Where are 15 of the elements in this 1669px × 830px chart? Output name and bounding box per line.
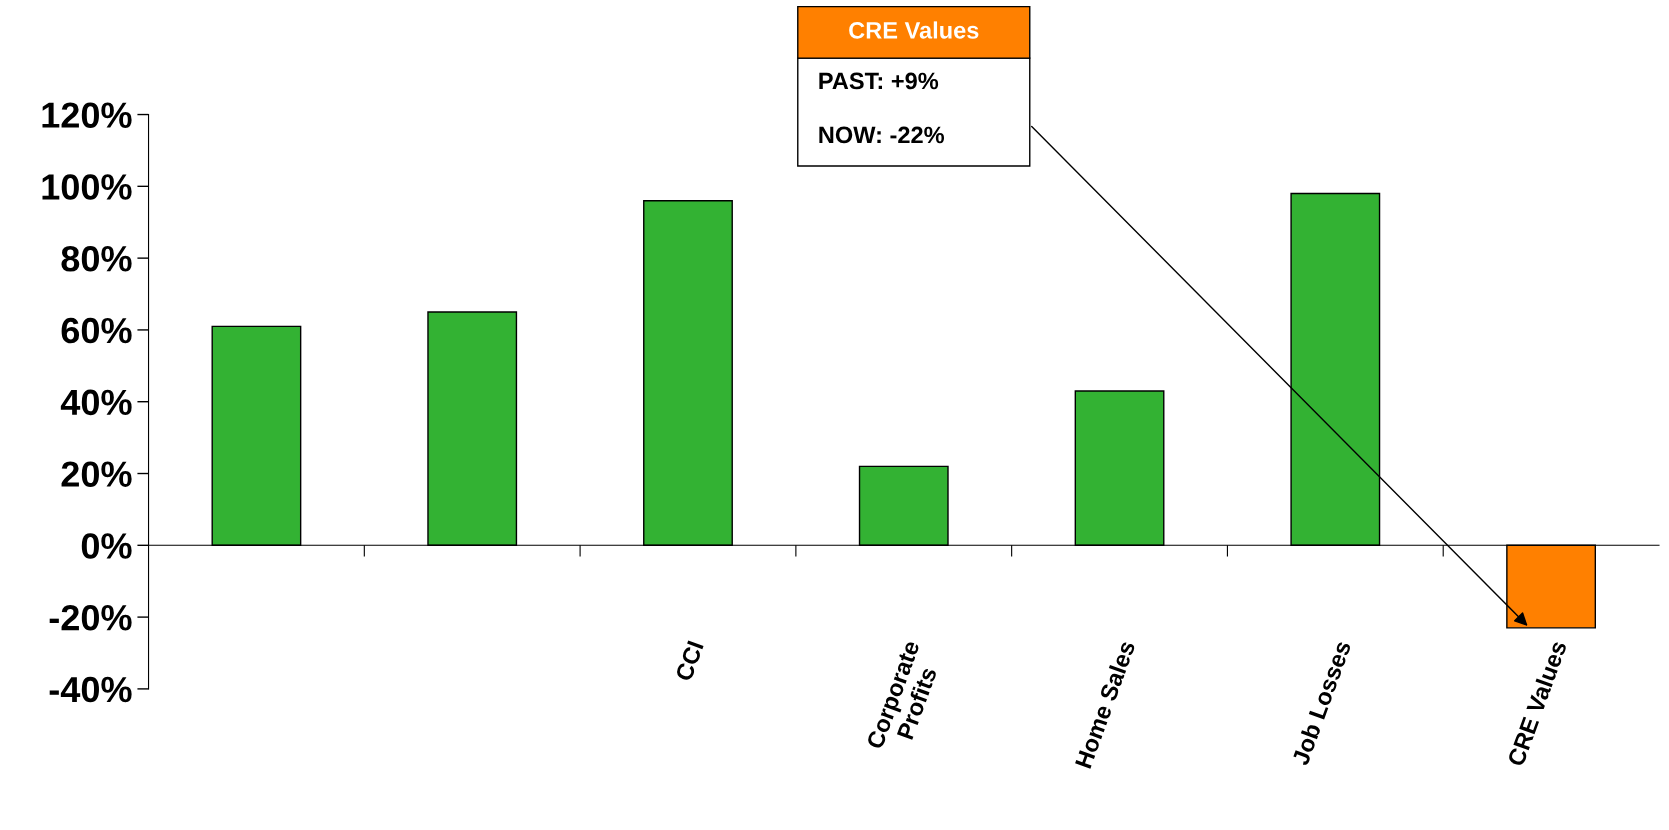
y-tick-label: 80% <box>61 246 132 272</box>
y-tick-label: 60% <box>61 317 132 344</box>
x-tick-label: CRE Values <box>1506 639 1568 767</box>
y-tick-label: 120% <box>42 102 132 128</box>
y-tick-label: -40% <box>49 676 132 703</box>
x-tick-label: CCI <box>675 640 704 682</box>
y-tick-label: 40% <box>60 389 132 416</box>
y-tick-label: 20% <box>61 461 132 487</box>
y-tick-label: 100% <box>42 174 132 200</box>
y-tick-label: 0% <box>81 533 132 559</box>
text: CRE Values <box>849 21 979 39</box>
annotation: NOW: -22% <box>819 126 945 144</box>
text: PAST: +9% <box>819 72 939 90</box>
x-tick-label: Home Sales <box>1074 639 1136 769</box>
y-tick-label: -20% <box>49 604 132 631</box>
